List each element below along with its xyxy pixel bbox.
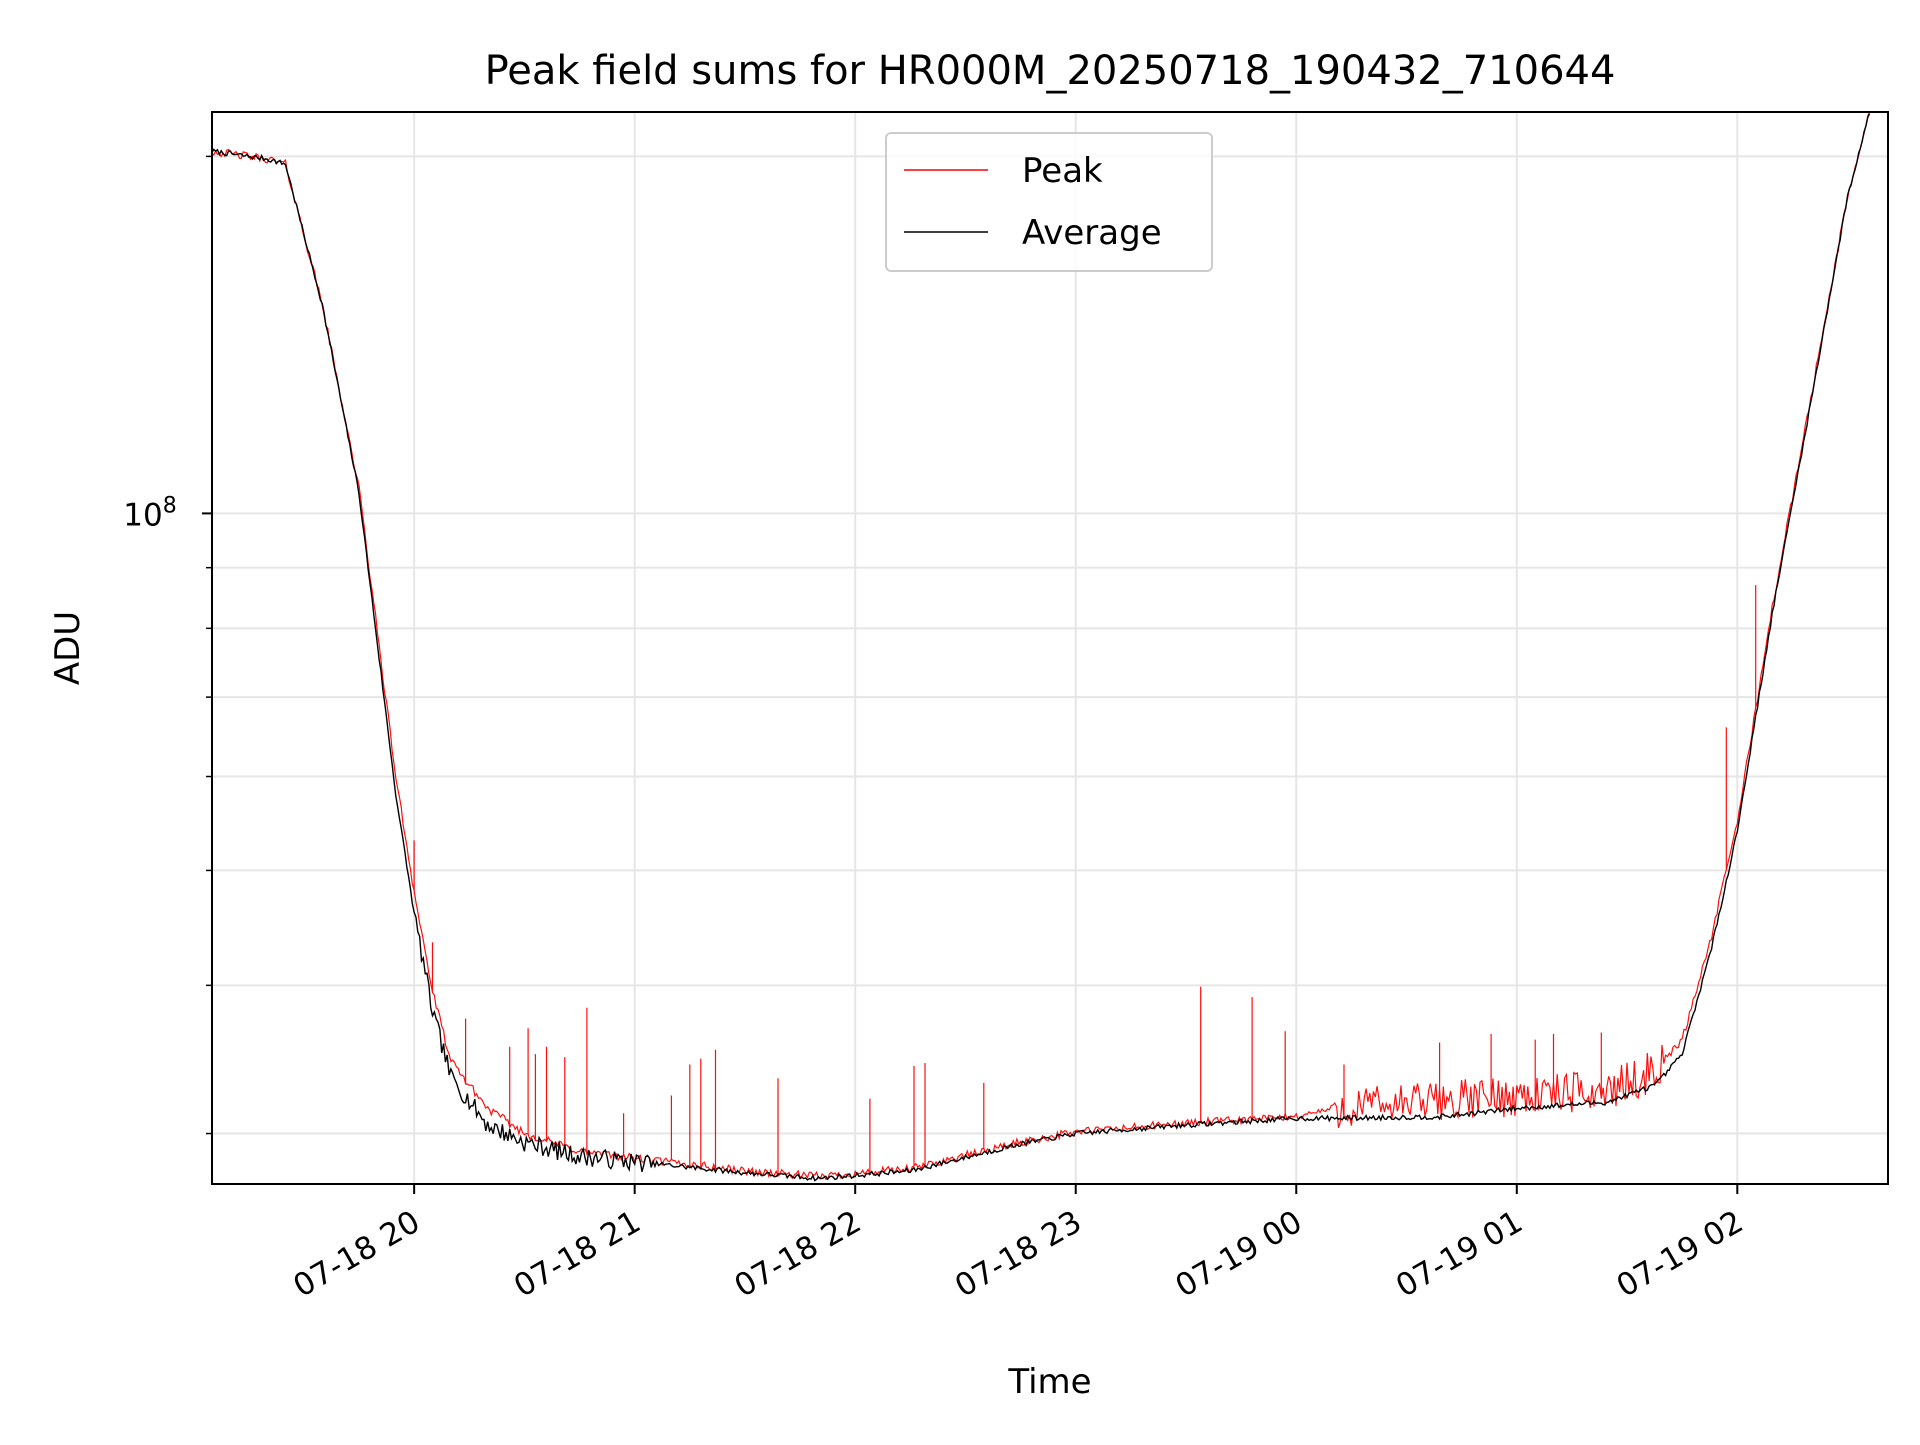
x-tick-label: 07-19 01: [1390, 1204, 1529, 1305]
series-average-line: [211, 113, 1871, 1182]
legend-box: [885, 132, 1213, 272]
x-tick-label: 07-18 21: [508, 1204, 647, 1305]
x-tick-label: 07-19 00: [1170, 1204, 1309, 1305]
x-tick-label: 07-18 23: [949, 1204, 1088, 1305]
series-layer: [211, 111, 1871, 1182]
x-axis-label: Time: [1007, 1362, 1091, 1402]
grid: [212, 112, 1888, 1184]
x-tick-label: 07-18 22: [728, 1204, 867, 1305]
y-axis-label: ADU: [48, 611, 88, 685]
plot-frame: [211, 111, 1889, 1185]
chart-title: Peak field sums for HR000M_20250718_1904…: [485, 48, 1616, 94]
legend: Peak Average: [885, 132, 1213, 272]
ticks: 07-18 20 07-18 21 07-18 22 07-18 23 07-19 00…: [123, 155, 1750, 1305]
y-tick-label: 108: [123, 493, 176, 533]
legend-label-peak: Peak: [1022, 151, 1103, 191]
x-tick-label: 07-18 20: [287, 1204, 426, 1305]
x-tick-label: 07-19 02: [1611, 1204, 1750, 1305]
legend-label-average: Average: [1022, 213, 1162, 253]
series-peak-line: [211, 111, 1871, 1180]
